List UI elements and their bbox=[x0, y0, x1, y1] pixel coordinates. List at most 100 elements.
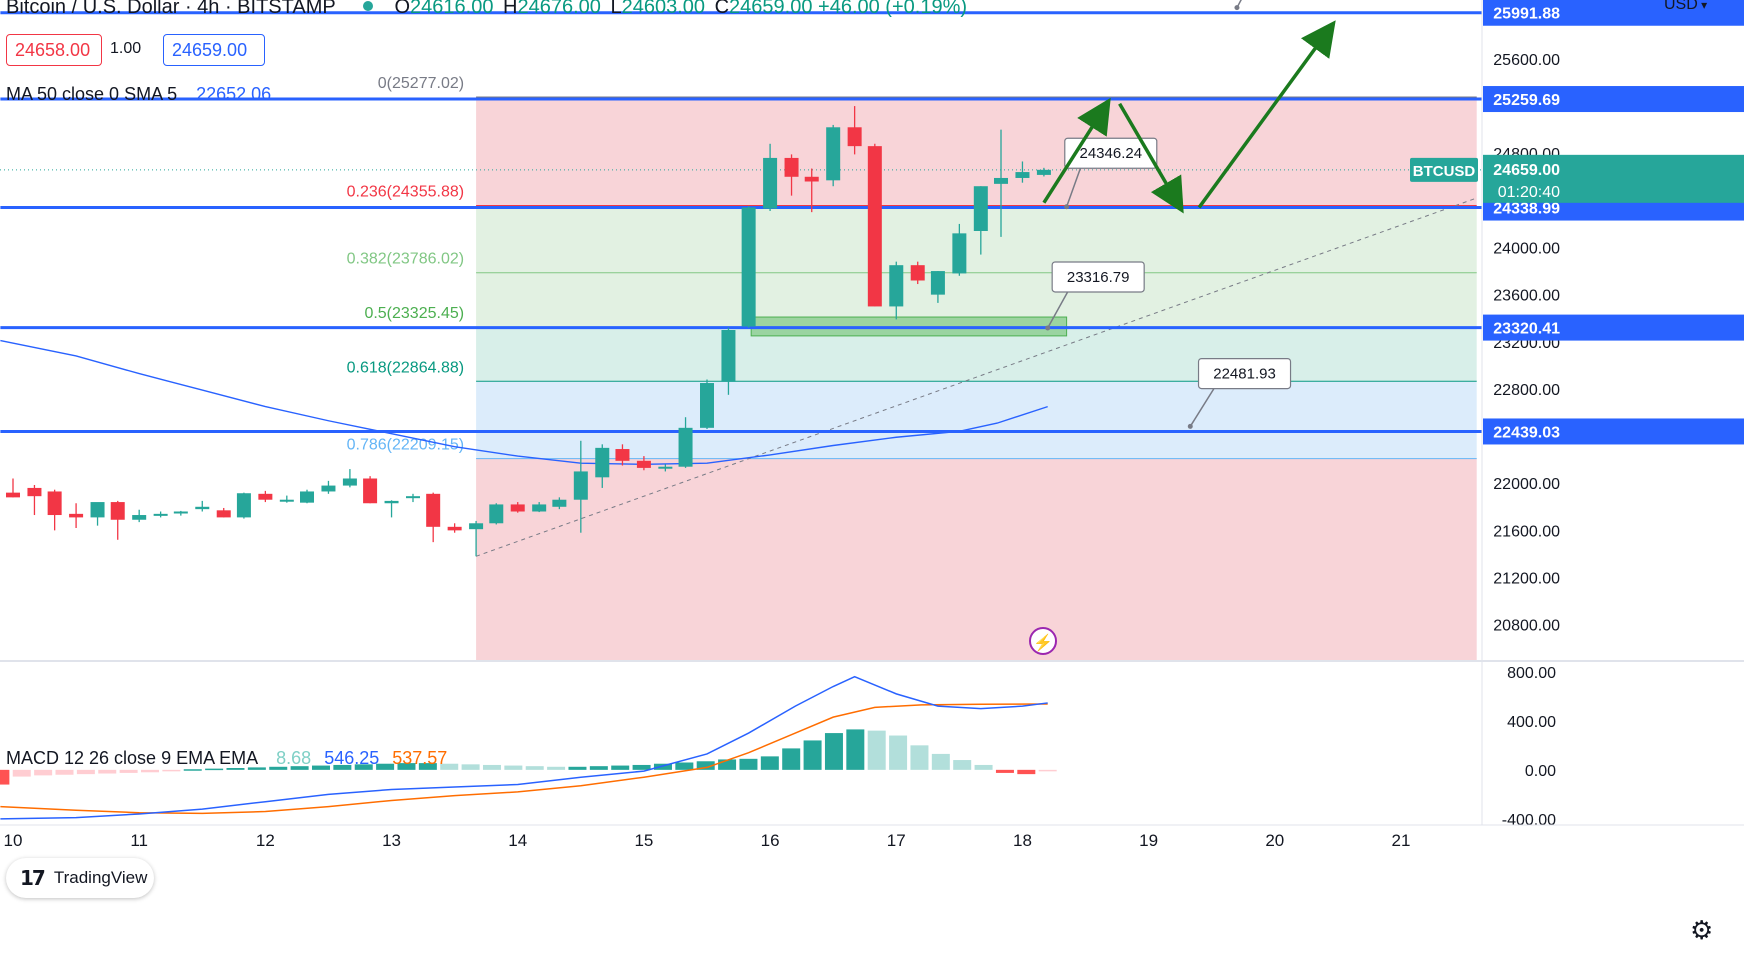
candle bbox=[994, 129, 1009, 237]
candle-body bbox=[741, 207, 756, 327]
candle bbox=[615, 444, 630, 466]
currency-selector[interactable]: USD bbox=[1664, 0, 1707, 14]
macd-hist-bar bbox=[290, 766, 309, 770]
callout-anchor bbox=[1045, 325, 1051, 331]
fib-zone-0618-0786 bbox=[476, 381, 1477, 459]
candle-body bbox=[27, 487, 42, 497]
macd-hist-bar bbox=[632, 764, 651, 770]
candle bbox=[27, 484, 42, 516]
tradingview-logo[interactable]: 17 TradingView bbox=[6, 858, 154, 898]
macd-hist-bar bbox=[504, 765, 523, 770]
candle bbox=[363, 476, 378, 504]
candle-body bbox=[153, 513, 168, 516]
ma-value: 22652.06 bbox=[196, 84, 272, 104]
macd-hist-bar bbox=[931, 753, 950, 770]
candle-body bbox=[930, 271, 945, 295]
candle-body bbox=[721, 330, 736, 382]
y-tick-label: 21200.00 bbox=[1493, 571, 1560, 588]
candle bbox=[741, 206, 756, 328]
candle-body bbox=[69, 513, 84, 518]
candle-body bbox=[447, 526, 462, 531]
buy-button[interactable]: 24659.00 bbox=[163, 34, 265, 66]
candle-body bbox=[342, 478, 357, 486]
candle-body bbox=[426, 493, 441, 527]
candle bbox=[973, 186, 988, 255]
macd-legend[interactable]: MACD 12 26 close 9 EMA EMA 8.68 546.25 5… bbox=[6, 748, 447, 769]
macd-hist-bar bbox=[333, 764, 352, 770]
sell-button[interactable]: 24658.00 bbox=[6, 34, 102, 66]
macd-line bbox=[0, 675, 1048, 820]
x-tick-label: 21 bbox=[1392, 831, 1411, 850]
symbol-legend[interactable]: Bitcoin / U.S. Dollar · 4h · BITSTAMP O2… bbox=[6, 0, 967, 19]
candle bbox=[342, 469, 357, 488]
candle bbox=[636, 456, 651, 471]
y-tick-label: 25600.00 bbox=[1493, 52, 1560, 69]
y-tick-label: 22000.00 bbox=[1493, 476, 1560, 493]
macd-hist-bar bbox=[311, 765, 330, 770]
candle-body bbox=[615, 449, 630, 461]
candle-body bbox=[552, 499, 567, 507]
x-tick-label: 12 bbox=[256, 831, 275, 850]
candle bbox=[132, 509, 147, 523]
market-status-icon bbox=[362, 1, 373, 11]
candle-body bbox=[173, 511, 188, 514]
candle bbox=[867, 143, 882, 307]
x-tick-label: 17 bbox=[887, 831, 906, 850]
candle bbox=[889, 261, 904, 320]
macd-hist-bar bbox=[12, 769, 31, 777]
candle-body bbox=[595, 447, 610, 478]
fib-level-label: 0.236(24355.88) bbox=[347, 184, 464, 201]
candle-body bbox=[90, 502, 105, 518]
macd-hist-bar bbox=[782, 748, 801, 770]
candle-body bbox=[110, 502, 125, 520]
candle bbox=[595, 444, 610, 488]
candle bbox=[826, 124, 841, 187]
projection-arrow bbox=[1042, 97, 1111, 204]
macd-hist-bar bbox=[589, 766, 608, 770]
candle bbox=[510, 502, 525, 513]
macd-hist-bar bbox=[0, 769, 10, 785]
fib-level-label: 0.5(23325.45) bbox=[364, 305, 464, 322]
macd-hist-bar bbox=[247, 767, 266, 770]
level-axis-label: 22439.03 bbox=[1493, 424, 1560, 441]
x-tick-label: 11 bbox=[130, 831, 148, 850]
candle bbox=[469, 520, 484, 557]
candle-body bbox=[510, 504, 525, 512]
macd-hist-bar bbox=[269, 766, 288, 770]
candle bbox=[153, 511, 168, 518]
callout-box bbox=[1064, 137, 1158, 169]
candle-body bbox=[216, 510, 231, 518]
macd-hist-bar bbox=[34, 769, 53, 776]
macd-hist-bar bbox=[974, 764, 993, 770]
candle-body bbox=[867, 146, 882, 307]
macd-hist-bar bbox=[183, 769, 202, 771]
ma-legend[interactable]: MA 50 close 0 SMA 5 22652.06 bbox=[6, 84, 271, 105]
macd-value: 546.25 bbox=[324, 748, 380, 768]
projection-arrow bbox=[1118, 102, 1184, 214]
candle bbox=[1036, 167, 1051, 177]
candle-body bbox=[384, 500, 399, 504]
ma-label: MA 50 close 0 SMA 5 bbox=[6, 84, 178, 104]
candle-body bbox=[804, 176, 819, 182]
fib-level-label: 0.786(22209.15) bbox=[347, 437, 464, 454]
macd-hist-bar bbox=[867, 730, 886, 770]
ma-line bbox=[0, 339, 1048, 466]
macd-hist-bar bbox=[162, 769, 181, 772]
macd-hist-bar bbox=[76, 769, 95, 775]
y-tick-label: 21600.00 bbox=[1493, 523, 1560, 540]
settings-gear-icon[interactable]: ⚙ bbox=[1690, 916, 1714, 946]
spread-value: 1.00 bbox=[110, 40, 142, 57]
x-tick-label: 18 bbox=[1013, 831, 1032, 850]
callout-label: 22481.93 bbox=[1213, 366, 1276, 383]
candle bbox=[784, 154, 799, 196]
macd-hist-bar bbox=[525, 766, 544, 770]
symbol-title[interactable]: Bitcoin / U.S. Dollar · 4h · BITSTAMP bbox=[6, 0, 336, 18]
macd-hist-bar bbox=[910, 745, 929, 770]
dev-flash-glyph: ⚡ bbox=[1033, 633, 1053, 652]
candle bbox=[658, 464, 673, 472]
macd-hist-bar bbox=[611, 765, 630, 770]
candle-body bbox=[573, 471, 588, 500]
candle bbox=[952, 223, 967, 276]
